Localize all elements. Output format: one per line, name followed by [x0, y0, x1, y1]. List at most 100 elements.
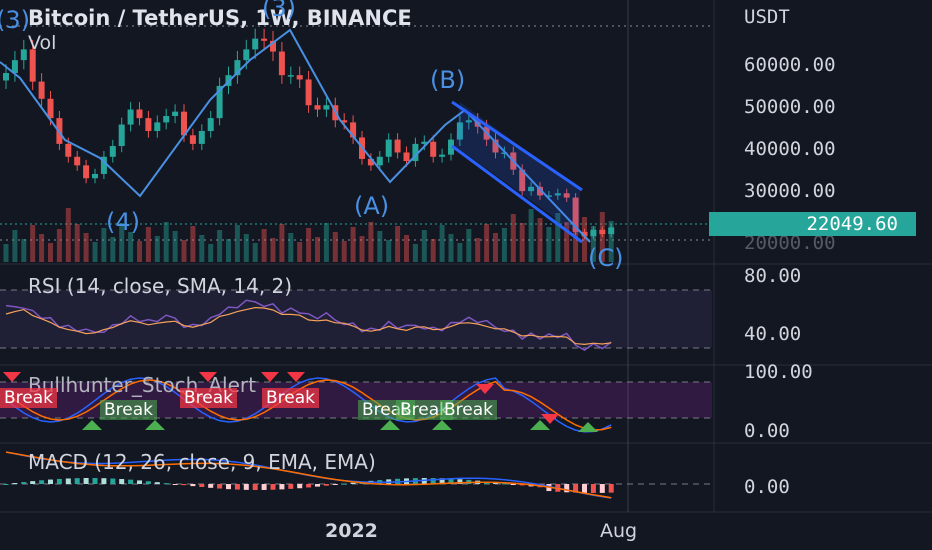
volume-bar — [137, 241, 142, 262]
break-tag: Break — [180, 388, 237, 408]
volume-bar — [457, 243, 463, 262]
candle-body — [448, 139, 454, 155]
macd-histogram-bar — [21, 482, 27, 484]
candle-body — [127, 109, 134, 125]
candle-body — [341, 120, 348, 123]
candle-body — [439, 154, 446, 157]
candle-body — [563, 193, 570, 198]
volume-bar — [190, 226, 196, 262]
candle-body — [145, 118, 152, 131]
candle-body — [287, 75, 294, 77]
macd-histogram-bar — [83, 478, 89, 484]
volume-bar — [39, 234, 45, 262]
volume-bar — [48, 243, 53, 262]
volume-bar — [466, 229, 472, 262]
candle-body — [278, 51, 285, 76]
volume-bars — [3, 208, 614, 262]
candle-body — [216, 85, 223, 119]
stoch-d-line — [5, 379, 612, 431]
macd-histogram-bar — [163, 483, 169, 485]
macd-histogram-bar — [297, 484, 303, 489]
volume-bar — [315, 237, 320, 262]
macd-histogram-bar — [243, 484, 249, 490]
volume-bar — [306, 228, 312, 262]
macd-histogram-bar — [341, 483, 347, 485]
macd-histogram-bar — [350, 482, 356, 484]
volume-bar — [546, 227, 552, 262]
macd-histogram-bar — [181, 484, 187, 486]
macd-histogram-bar — [208, 484, 214, 488]
macd-histogram-bar — [448, 478, 454, 484]
volume-bar — [448, 234, 454, 262]
candle-body — [537, 186, 543, 196]
candle-body — [456, 122, 463, 140]
volume-bar — [608, 221, 614, 262]
volume-bar — [484, 224, 490, 262]
volume-bar — [386, 240, 392, 262]
macd-histogram-bar — [599, 484, 605, 493]
sell-triangle — [541, 414, 559, 424]
macd-signal-line — [5, 451, 612, 499]
macd-histogram-bar — [332, 484, 338, 485]
volume-bar — [519, 223, 525, 262]
channel-lower — [451, 144, 583, 244]
sell-triangle — [199, 372, 217, 382]
time-label-aug: Aug — [600, 520, 638, 542]
candle-body — [554, 193, 561, 196]
candle-body — [207, 118, 214, 131]
candle-body — [296, 75, 303, 80]
volume-bar — [555, 213, 561, 262]
rsi-tick: 40.00 — [744, 323, 802, 345]
volume-bar — [564, 222, 570, 262]
channel-upper — [451, 100, 583, 192]
macd-histogram-bar — [270, 484, 276, 490]
macd-histogram-bar — [501, 483, 507, 485]
sell-triangle — [3, 372, 21, 382]
volume-bar — [21, 239, 27, 262]
volume-bar — [368, 222, 374, 262]
macd-histogram-bar — [226, 484, 231, 490]
volume-bar — [163, 222, 169, 262]
volume-bar — [377, 231, 383, 262]
volume-bar — [217, 230, 223, 262]
wave-label-3: (3) — [262, 0, 296, 22]
volume-bar — [208, 244, 214, 262]
break-tag: Break — [262, 388, 319, 408]
volume-bar — [323, 223, 329, 262]
candle-body — [261, 38, 268, 41]
wave-label-3-left: (3) — [0, 6, 30, 34]
macd-histogram-bar — [261, 484, 267, 490]
macd-histogram-bar — [12, 483, 18, 485]
macd-histogram-bar — [137, 480, 142, 484]
volume-bar — [528, 209, 534, 262]
volume-bar — [493, 233, 498, 262]
volume-bar — [279, 224, 285, 262]
volume-bar — [110, 237, 116, 262]
sell-triangle — [261, 372, 279, 382]
volume-bar — [145, 227, 151, 262]
volume-bar — [297, 242, 303, 262]
candle-body — [403, 152, 410, 162]
macd-histogram-bar — [48, 479, 53, 484]
volume-bar — [439, 225, 445, 262]
macd-histogram-bar — [457, 479, 463, 484]
macd-histogram-bar — [288, 484, 294, 489]
volume-bar — [234, 225, 240, 262]
macd-histogram-bar — [590, 484, 596, 493]
descending-channel — [451, 100, 583, 244]
buy-triangle — [578, 422, 598, 432]
macd-histogram-bar — [564, 484, 570, 493]
candle-body — [92, 173, 98, 179]
macd-histogram-bar — [279, 484, 285, 490]
volume-bar — [128, 232, 134, 262]
candle-body — [421, 141, 428, 144]
buy-triangle — [82, 420, 102, 430]
break-tag: Break — [440, 400, 497, 420]
volume-bar — [350, 227, 356, 262]
macd-histogram-bar — [217, 484, 223, 489]
price-tick: 20000.00 — [744, 232, 836, 254]
macd-histogram-bar — [608, 484, 614, 493]
candle-body — [314, 105, 321, 110]
candle-body — [528, 186, 535, 192]
candle-body — [581, 231, 588, 237]
